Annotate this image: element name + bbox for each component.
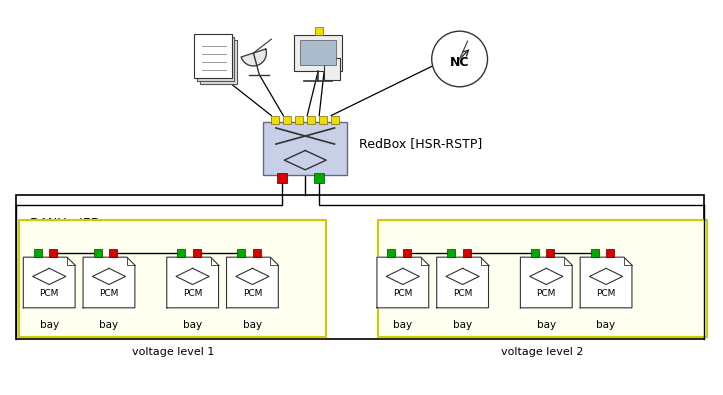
- Text: bay: bay: [453, 320, 472, 330]
- Bar: [34, 249, 42, 257]
- Bar: [531, 249, 539, 257]
- Polygon shape: [437, 257, 489, 308]
- Polygon shape: [580, 257, 632, 308]
- Polygon shape: [167, 257, 218, 308]
- Text: voltage level 1: voltage level 1: [132, 347, 214, 357]
- Bar: [277, 173, 287, 183]
- Text: PCM: PCM: [453, 289, 472, 298]
- Text: PCM: PCM: [536, 289, 556, 298]
- Bar: [271, 116, 279, 124]
- Bar: [194, 34, 231, 78]
- Bar: [448, 249, 455, 257]
- Text: bay: bay: [393, 320, 412, 330]
- Bar: [252, 249, 260, 257]
- Text: PCM: PCM: [40, 289, 59, 298]
- Text: bay: bay: [243, 320, 262, 330]
- Polygon shape: [23, 257, 75, 308]
- Bar: [49, 249, 57, 257]
- Bar: [17, 195, 703, 339]
- Text: bay: bay: [99, 320, 119, 330]
- Text: bay: bay: [596, 320, 615, 330]
- Bar: [314, 173, 324, 183]
- Text: bay: bay: [183, 320, 202, 330]
- Bar: [547, 249, 555, 257]
- Bar: [324, 58, 340, 80]
- Bar: [283, 116, 291, 124]
- Bar: [463, 249, 471, 257]
- Polygon shape: [377, 257, 429, 308]
- Text: PCM: PCM: [183, 289, 202, 298]
- Bar: [294, 35, 342, 71]
- Text: voltage level 2: voltage level 2: [501, 347, 583, 357]
- Bar: [315, 27, 323, 35]
- Text: bay: bay: [40, 320, 59, 330]
- Bar: [606, 249, 614, 257]
- Bar: [237, 249, 245, 257]
- Bar: [403, 249, 411, 257]
- Bar: [109, 249, 117, 257]
- Polygon shape: [226, 257, 278, 308]
- Circle shape: [432, 31, 487, 87]
- Bar: [193, 249, 201, 257]
- Text: PCM: PCM: [243, 289, 262, 298]
- Bar: [263, 122, 347, 175]
- Bar: [307, 116, 315, 124]
- Text: PCM: PCM: [393, 289, 413, 298]
- Text: bay: bay: [536, 320, 556, 330]
- Bar: [319, 116, 327, 124]
- Text: NC: NC: [450, 56, 469, 70]
- Text: PCM: PCM: [99, 289, 119, 298]
- Bar: [300, 40, 336, 65]
- Bar: [177, 249, 185, 257]
- Polygon shape: [241, 49, 266, 66]
- Bar: [591, 249, 599, 257]
- Bar: [295, 116, 303, 124]
- Polygon shape: [83, 257, 135, 308]
- Polygon shape: [521, 257, 572, 308]
- Bar: [200, 40, 237, 84]
- Text: DANH - IEDs: DANH - IEDs: [30, 217, 107, 230]
- Bar: [378, 220, 706, 337]
- Bar: [93, 249, 101, 257]
- Bar: [197, 37, 234, 81]
- Bar: [331, 116, 339, 124]
- Text: PCM: PCM: [596, 289, 616, 298]
- Text: RedBox [HSR-RSTP]: RedBox [HSR-RSTP]: [359, 137, 482, 150]
- Bar: [388, 249, 395, 257]
- Bar: [20, 220, 326, 337]
